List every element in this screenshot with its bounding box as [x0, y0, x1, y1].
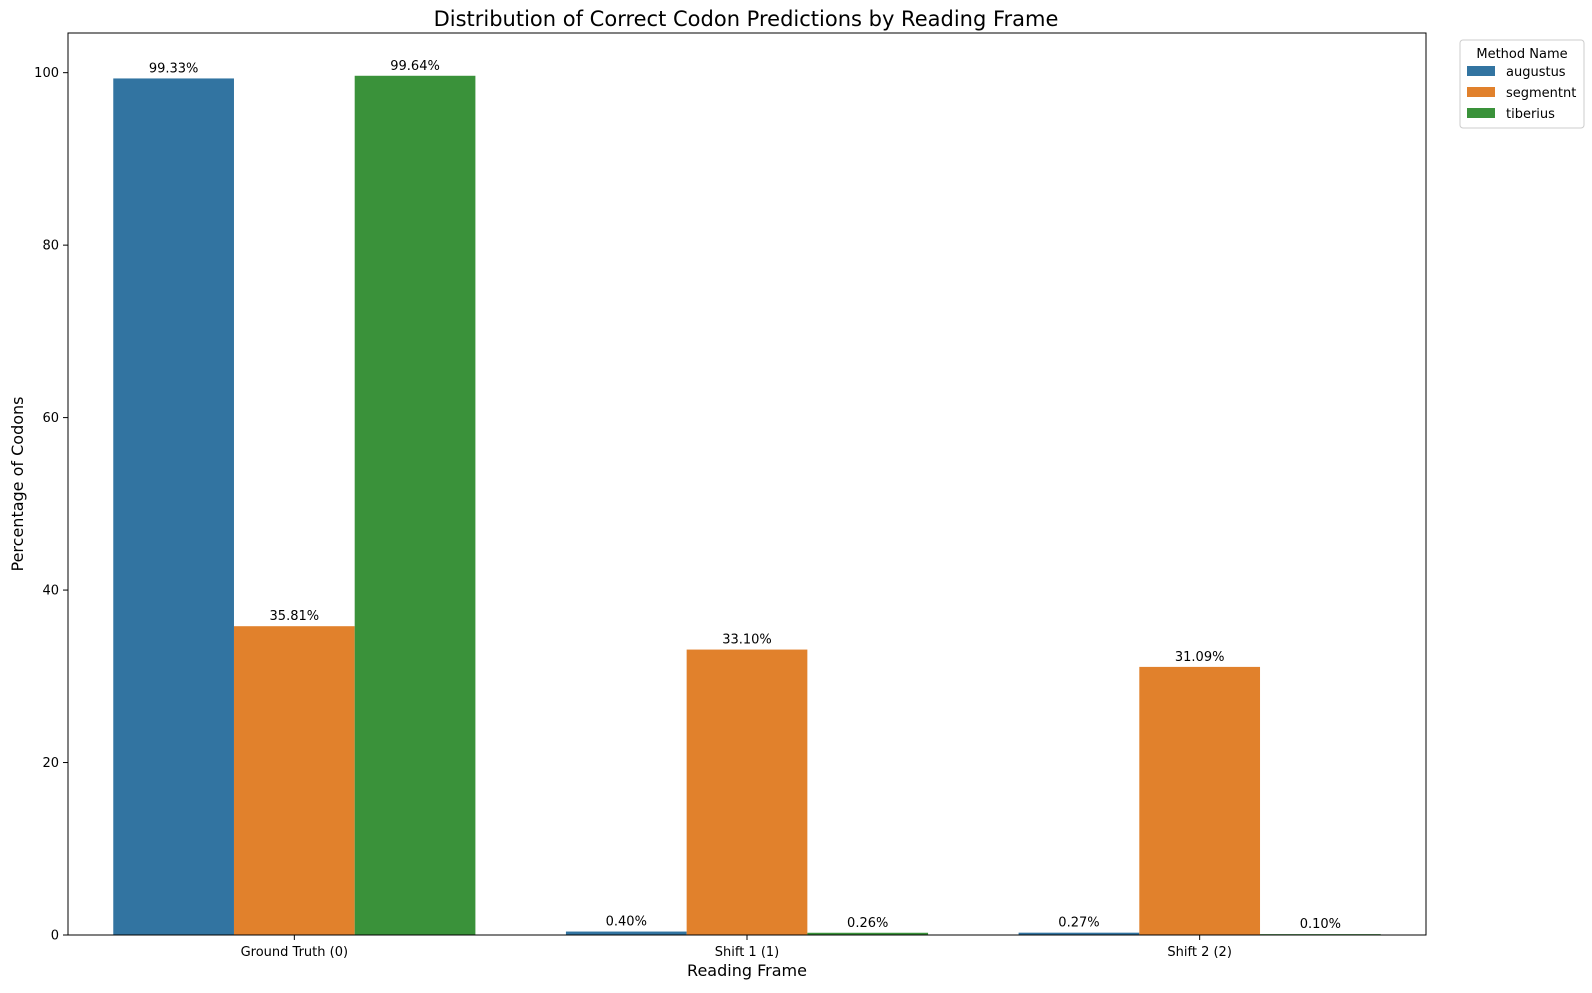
bar-segmentnt-1 [686, 649, 808, 935]
y-tick-label: 60 [42, 411, 59, 426]
bar-augustus-1 [565, 931, 687, 935]
legend-swatch-tiberius [1467, 108, 1495, 118]
y-tick-label: 0 [51, 929, 59, 944]
bar-label-tiberius-0: 99.64% [390, 59, 440, 74]
y-tick-label: 80 [42, 239, 59, 254]
bar-label-segmentnt-0: 35.81% [270, 609, 320, 624]
bar-segmentnt-0 [233, 626, 355, 935]
x-axis: Ground Truth (0) Shift 1 (1) Shift 2 (2) [241, 935, 1232, 960]
bar-augustus-0 [113, 78, 234, 935]
legend-frame [1459, 39, 1585, 129]
x-tick-label: Shift 2 (2) [1167, 945, 1232, 960]
bar-segmentnt-2 [1139, 666, 1261, 935]
chart-title: Distribution of Correct Codon Prediction… [434, 7, 1059, 31]
x-tick-label: Shift 1 (1) [715, 945, 780, 960]
y-axis-label: Percentage of Codons [8, 397, 27, 572]
legend-label-augustus: augustus [1506, 65, 1566, 80]
bar-augustus-2 [1018, 932, 1140, 935]
y-tick-label: 40 [42, 584, 59, 599]
legend-title: Method Name [1476, 47, 1567, 62]
x-axis-label: Reading Frame [687, 961, 807, 980]
y-axis: 0 20 40 60 80 100 [34, 66, 68, 944]
legend-items: augustus segmentnt tiberius [1467, 65, 1576, 122]
bar-label-tiberius-2: 0.10% [1300, 917, 1341, 932]
x-tick-label: Ground Truth (0) [241, 945, 348, 960]
legend: Method Name augustus segmentnt tiberius [1459, 39, 1585, 129]
bar-label-segmentnt-2: 31.09% [1175, 650, 1225, 665]
bar-label-augustus-2: 0.27% [1058, 916, 1099, 931]
bar-tiberius-1 [807, 932, 929, 935]
bar-labels-layer: 99.33% 35.81% 99.64% 0.40% 33.10% 0.26% 0.27% 3… [149, 59, 1341, 932]
bar-label-segmentnt-1: 33.10% [722, 633, 772, 648]
legend-swatch-segmentnt [1467, 87, 1495, 97]
bar-label-augustus-0: 99.33% [149, 61, 199, 76]
bars-layer [113, 75, 1381, 935]
y-tick-label: 100 [34, 66, 59, 81]
bar-label-augustus-1: 0.40% [606, 915, 647, 930]
bar-label-tiberius-1: 0.26% [847, 916, 888, 931]
bar-tiberius-0 [354, 75, 476, 935]
legend-label-segmentnt: segmentnt [1506, 86, 1576, 101]
legend-swatch-augustus [1467, 66, 1495, 76]
legend-label-tiberius: tiberius [1506, 107, 1555, 122]
y-tick-label: 20 [42, 756, 59, 771]
